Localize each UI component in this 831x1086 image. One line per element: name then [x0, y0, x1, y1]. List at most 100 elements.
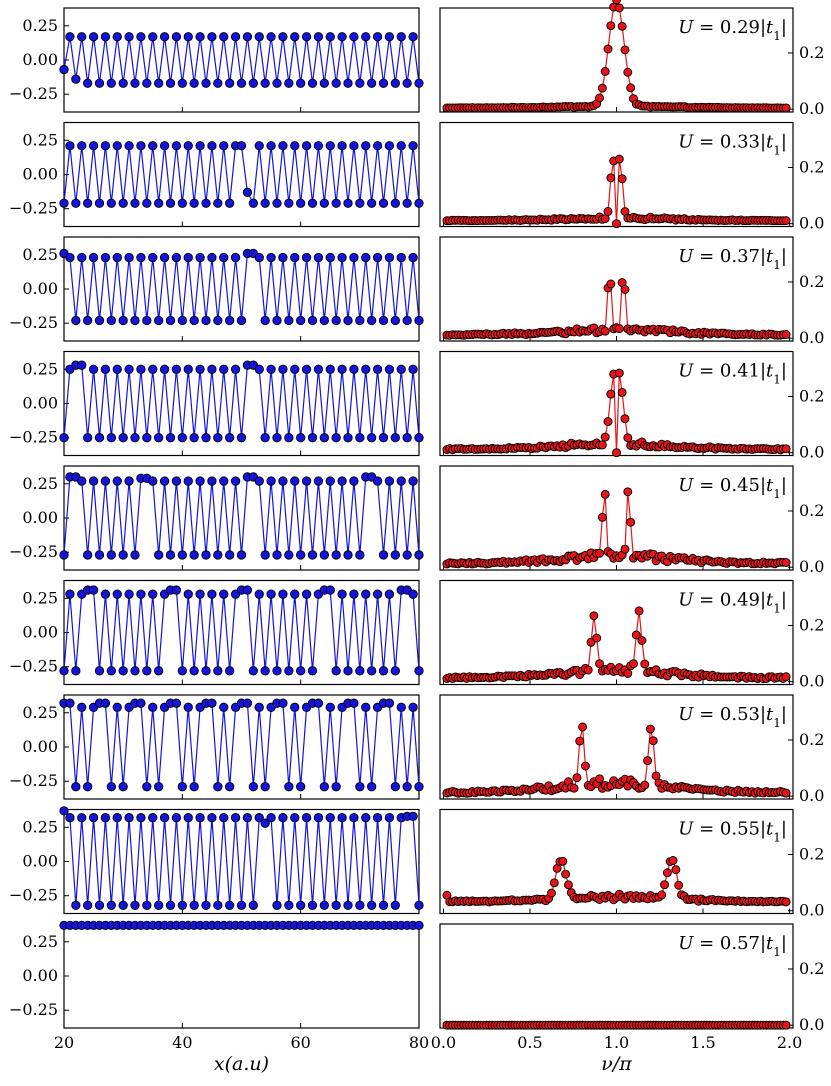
left-data-point	[88, 141, 99, 151]
y-tick-label: 0.00	[22, 852, 58, 871]
right-panel-2: 0.2 0.0 U = 0.33|t1|	[439, 121, 824, 233]
right-data-point	[595, 548, 604, 558]
x-tick-label: 2.0	[777, 1033, 802, 1052]
left-data-point	[112, 141, 122, 151]
right-data-point	[781, 558, 791, 567]
left-data-point	[390, 666, 400, 676]
left-data-point	[189, 900, 199, 910]
left-data-point	[372, 252, 383, 263]
left-data-point	[77, 141, 87, 151]
left-data-point	[384, 813, 395, 823]
left-data-point	[189, 433, 199, 443]
y-tick-label: 0.25	[22, 359, 58, 378]
left-data-point	[313, 813, 324, 823]
left-data-point	[201, 315, 211, 326]
left-data-point	[201, 900, 211, 910]
left-data-point	[290, 702, 300, 712]
left-data-point	[278, 813, 288, 823]
left-data-point	[331, 78, 341, 88]
right-data-point	[629, 659, 638, 669]
left-data-point	[284, 550, 294, 560]
right-data-point	[668, 856, 678, 865]
left-data-point	[195, 141, 205, 151]
left-data-point	[177, 666, 187, 676]
right-data-point	[597, 440, 607, 450]
left-data-point	[159, 252, 170, 263]
left-data-point	[266, 141, 276, 151]
left-data-point	[242, 698, 253, 708]
left-data-point	[94, 900, 105, 910]
left-data-point	[77, 32, 87, 42]
y-tick-label: 0.00	[22, 394, 58, 413]
left-data-point	[165, 315, 176, 326]
u-annotation: U = 0.37|t1|	[678, 246, 787, 272]
left-data-point	[219, 141, 229, 151]
left-data-point	[408, 589, 418, 599]
left-data-point	[183, 32, 193, 42]
left-data-point	[408, 252, 418, 263]
right-data-point	[603, 417, 613, 427]
left-data-point	[59, 806, 69, 816]
left-data-point	[65, 698, 75, 708]
left-data-point	[378, 433, 389, 443]
left-data-point	[248, 782, 258, 792]
left-data-point	[142, 666, 152, 676]
y-tick-label: 0.2	[799, 272, 824, 291]
right-data-point	[603, 207, 613, 216]
left-plot-frame	[63, 121, 420, 228]
left-data-point	[148, 476, 158, 486]
left-data-point	[390, 550, 400, 560]
left-data-point	[325, 702, 335, 712]
x-tick-label: 40	[172, 1033, 192, 1052]
left-data-point	[201, 550, 211, 560]
left-data-point	[88, 585, 99, 595]
left-data-point	[408, 32, 418, 42]
y-tick-label: −0.25	[9, 1000, 58, 1019]
left-data-point	[361, 589, 371, 599]
right-data-point	[781, 103, 791, 113]
left-data-point	[325, 476, 335, 486]
left-data-point	[254, 476, 264, 486]
left-data-point	[266, 476, 276, 486]
left-data-point	[130, 900, 140, 910]
left-data-point	[307, 198, 318, 208]
left-data-point	[236, 141, 247, 151]
left-data-point	[414, 550, 424, 560]
y-tick-label: −0.25	[9, 84, 58, 103]
left-data-point	[343, 78, 353, 88]
left-data-point	[59, 433, 69, 443]
left-data-point	[207, 589, 217, 599]
left-data-point	[384, 698, 395, 708]
left-data-point	[372, 589, 383, 599]
left-data-point	[325, 364, 335, 374]
left-data-point	[177, 315, 187, 326]
left-data-point	[260, 666, 270, 676]
left-data-point	[83, 782, 93, 792]
right-data-point	[580, 761, 590, 771]
left-data-point	[225, 782, 235, 792]
right-data-point	[660, 880, 669, 890]
y-tick-label: 0.25	[22, 932, 58, 951]
right-data-point	[558, 856, 568, 866]
left-data-point	[88, 813, 99, 823]
left-data-point	[59, 198, 69, 208]
left-data-point	[94, 198, 105, 208]
left-data-point	[183, 702, 193, 712]
left-data-point	[396, 32, 406, 42]
left-data-point	[165, 198, 176, 208]
left-data-point	[284, 198, 294, 208]
left-data-point	[361, 32, 371, 42]
left-data-point	[124, 813, 134, 823]
right-data-point	[583, 665, 593, 675]
left-data-point	[355, 782, 365, 792]
left-data-point	[272, 78, 282, 88]
left-data-point	[301, 589, 312, 599]
y-tick-label: 0.2	[799, 844, 824, 863]
left-data-point	[355, 198, 365, 208]
left-panel-8: 0.25 0.00 −0.25	[9, 806, 424, 915]
left-data-point	[325, 813, 335, 823]
left-panel-5: 0.25 0.00 −0.25	[9, 465, 424, 571]
right-panel-7: 0.2 0.0 U = 0.53|t1|	[439, 694, 824, 805]
left-data-point	[171, 476, 182, 486]
right-panel-8: 0.2 0.0 U = 0.55|t1|	[439, 808, 824, 920]
